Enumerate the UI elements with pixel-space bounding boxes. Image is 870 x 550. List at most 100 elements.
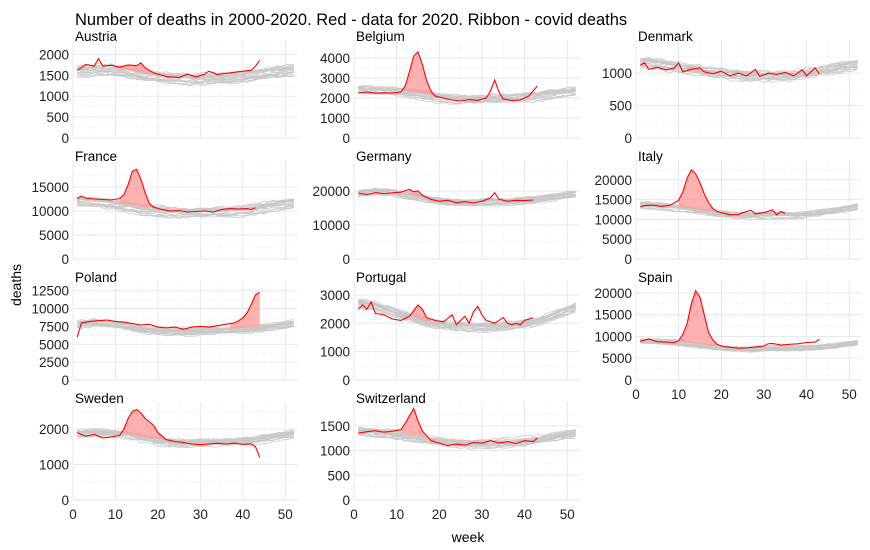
past-year-line bbox=[77, 66, 294, 79]
y-tick-label: 4000 bbox=[320, 51, 350, 66]
past-years bbox=[640, 338, 858, 353]
covid-ribbon bbox=[687, 66, 709, 73]
grid bbox=[635, 281, 862, 381]
grid bbox=[72, 402, 298, 501]
line-2020 bbox=[357, 300, 534, 326]
panel-sweden: Sweden 0 1000 2000 0 10 20 30 40 50 bbox=[39, 391, 298, 522]
y-tick-label: 0 bbox=[342, 373, 350, 388]
grid bbox=[635, 40, 862, 139]
past-year-line bbox=[77, 324, 294, 336]
line-2020 bbox=[640, 289, 820, 349]
y-tick-label: 0 bbox=[624, 252, 632, 267]
line-2020 bbox=[640, 61, 820, 78]
panel-title: Portugal bbox=[356, 270, 406, 285]
past-year-line bbox=[358, 193, 576, 207]
y-tick-label: 1500 bbox=[39, 68, 69, 83]
x-tick-label: 0 bbox=[350, 507, 358, 522]
y-axis-label: deaths bbox=[8, 264, 24, 306]
x-tick-label: 20 bbox=[432, 507, 447, 522]
line-2020 bbox=[76, 291, 261, 338]
y-tick-label: 0 bbox=[624, 373, 632, 388]
y-tick-label: 0 bbox=[61, 131, 69, 146]
y-tick-label: 2000 bbox=[39, 422, 69, 437]
panel-title: Germany bbox=[356, 149, 412, 164]
past-year-line bbox=[358, 85, 576, 98]
line-2020 bbox=[358, 407, 538, 447]
past-years bbox=[640, 200, 858, 221]
past-year-line bbox=[358, 304, 576, 331]
x-tick-label: 20 bbox=[150, 507, 165, 522]
panel-spain: Spain 0 5000 10000 15000 20000 0 10 20 30 40 50 bbox=[594, 270, 862, 402]
y-tick-label: 500 bbox=[609, 99, 632, 114]
x-tick-label: 0 bbox=[69, 507, 77, 522]
y-tick-label: 500 bbox=[46, 110, 69, 125]
y-tick-label: 10000 bbox=[31, 302, 69, 317]
x-tick-label: 30 bbox=[474, 507, 489, 522]
past-year-line bbox=[358, 303, 576, 330]
x-tick-label: 30 bbox=[193, 507, 208, 522]
line-2020 bbox=[640, 169, 786, 216]
x-tick-label: 10 bbox=[108, 507, 123, 522]
past-year-line bbox=[77, 204, 294, 219]
y-tick-label: 5000 bbox=[39, 228, 69, 243]
past-year-line bbox=[77, 325, 294, 337]
past-year-line bbox=[358, 91, 576, 105]
panel-austria: Austria 0 500 1000 1500 2000 bbox=[39, 29, 298, 146]
past-years bbox=[77, 318, 294, 337]
x-tick-label: 40 bbox=[799, 387, 814, 402]
past-year-line bbox=[77, 73, 294, 86]
y-tick-label: 12500 bbox=[31, 284, 69, 299]
panel-portugal: Portugal 0 1000 2000 3000 bbox=[320, 270, 580, 388]
panel-poland: Poland 0 2500 5000 7500 10000 12500 bbox=[31, 270, 298, 388]
past-year-line bbox=[77, 65, 294, 78]
past-year-line bbox=[77, 204, 294, 219]
past-years bbox=[76, 62, 294, 86]
y-tick-label: 20000 bbox=[594, 173, 632, 188]
past-year-line bbox=[640, 64, 858, 81]
past-year-line bbox=[358, 428, 576, 444]
grid bbox=[353, 402, 580, 501]
y-tick-label: 1000 bbox=[602, 66, 632, 81]
covid-ribbon bbox=[678, 290, 717, 346]
y-tick-label: 2000 bbox=[320, 91, 350, 106]
y-tick-label: 15000 bbox=[31, 180, 69, 195]
covid-ribbon bbox=[409, 189, 427, 198]
panel-france: France 0 5000 10000 15000 bbox=[31, 149, 298, 267]
y-tick-label: 1000 bbox=[320, 444, 350, 459]
past-year-line bbox=[640, 58, 858, 75]
y-tick-label: 2000 bbox=[320, 316, 350, 331]
y-tick-label: 3000 bbox=[320, 288, 350, 303]
y-tick-label: 1500 bbox=[320, 419, 350, 434]
grid bbox=[353, 281, 580, 381]
past-year-line bbox=[77, 322, 294, 334]
x-tick-label: 40 bbox=[235, 507, 250, 522]
past-year-line bbox=[358, 428, 576, 444]
past-year-line bbox=[358, 432, 576, 448]
x-tick-label: 50 bbox=[560, 507, 575, 522]
past-year-line bbox=[358, 305, 576, 333]
y-tick-label: 2000 bbox=[39, 47, 69, 62]
line-2020 bbox=[358, 188, 534, 204]
panel-germany: Germany 0 10000 20000 bbox=[312, 149, 580, 267]
y-tick-label: 10000 bbox=[594, 329, 632, 344]
y-tick-label: 10000 bbox=[31, 204, 69, 219]
y-tick-label: 0 bbox=[624, 131, 632, 146]
past-year-line bbox=[77, 429, 294, 444]
covid-ribbon bbox=[119, 169, 154, 209]
y-tick-label: 1000 bbox=[320, 345, 350, 360]
panel-title: Denmark bbox=[638, 29, 693, 44]
y-tick-label: 20000 bbox=[312, 184, 350, 199]
past-year-line bbox=[640, 205, 858, 220]
panel-italy: Italy 0 5000 10000 15000 20000 bbox=[594, 149, 862, 267]
x-tick-label: 0 bbox=[632, 387, 640, 402]
past-year-line bbox=[640, 340, 858, 350]
past-year-line bbox=[358, 299, 576, 326]
panel-title: Spain bbox=[638, 270, 673, 285]
x-tick-label: 40 bbox=[517, 507, 532, 522]
line-2020 bbox=[76, 408, 261, 458]
y-tick-label: 10000 bbox=[312, 218, 350, 233]
past-year-line bbox=[640, 339, 858, 349]
y-tick-label: 0 bbox=[342, 131, 350, 146]
past-year-line bbox=[77, 434, 294, 449]
